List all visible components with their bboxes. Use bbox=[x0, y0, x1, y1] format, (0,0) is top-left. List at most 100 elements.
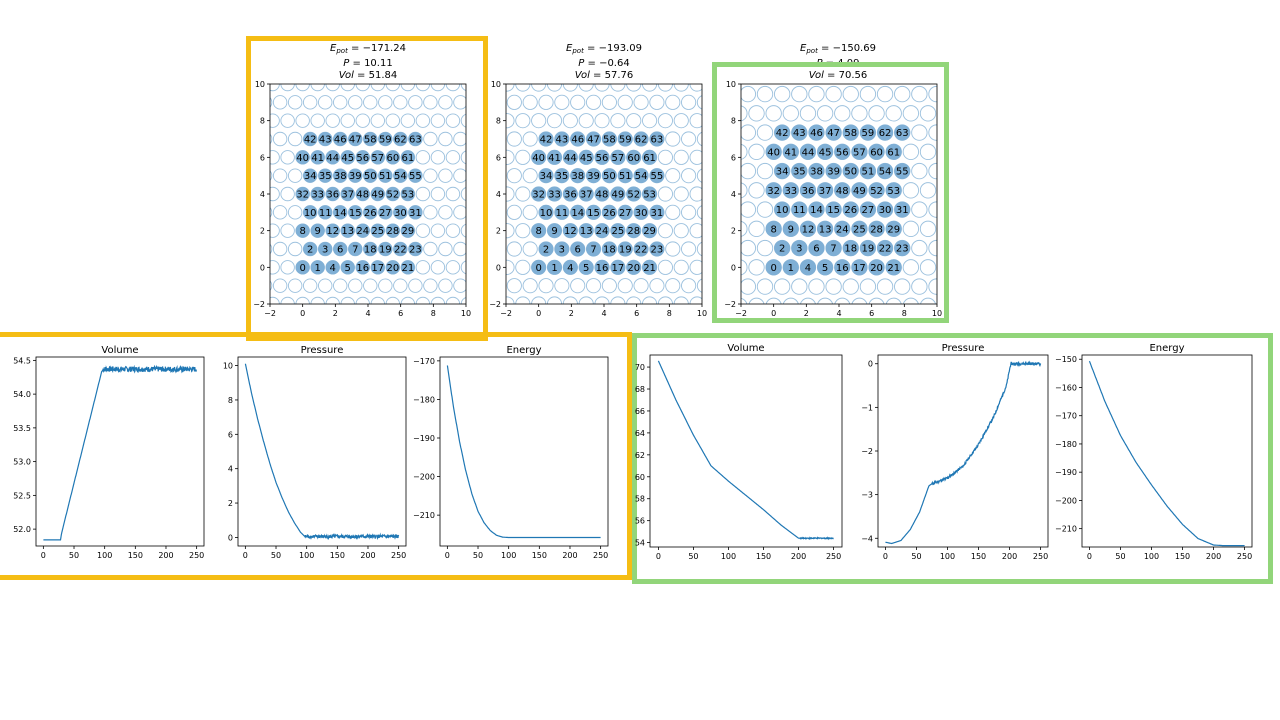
periodic-image-circle bbox=[877, 9, 892, 24]
particle bbox=[825, 163, 842, 180]
periodic-image-circle bbox=[928, 201, 937, 218]
y-tick-label: 4 bbox=[731, 190, 736, 199]
periodic-image-circle bbox=[371, 4, 385, 18]
periodic-image-circle bbox=[852, 0, 867, 6]
periodic-image-circle bbox=[665, 131, 681, 147]
periodic-image-circle bbox=[665, 94, 681, 110]
periodic-image-circle bbox=[761, 22, 775, 36]
particle bbox=[378, 241, 393, 257]
periodic-image-circle bbox=[1049, 317, 1064, 332]
periodic-image-circle bbox=[1040, 29, 1055, 44]
periodic-image-circle bbox=[272, 131, 288, 147]
periodic-image-circle bbox=[506, 94, 522, 110]
y-tick-label: 4 bbox=[260, 190, 265, 199]
periodic-image-circle bbox=[972, 183, 987, 198]
periodic-image-circle bbox=[1015, 317, 1030, 332]
x-tick-label: 0 bbox=[1087, 552, 1092, 561]
periodic-image-circle bbox=[706, 48, 721, 63]
periodic-image-circle bbox=[408, 95, 423, 110]
periodic-image-circle bbox=[989, 183, 1004, 198]
periodic-image-circle bbox=[919, 220, 937, 238]
x-tick-label: 50 bbox=[271, 551, 281, 560]
particle bbox=[633, 241, 649, 257]
x-tick-label: 50 bbox=[688, 552, 698, 561]
periodic-image-circle bbox=[955, 183, 970, 198]
particle bbox=[877, 240, 894, 257]
periodic-image-circle bbox=[266, 4, 280, 18]
particle-label: 24 bbox=[596, 226, 609, 237]
particle bbox=[547, 186, 562, 202]
series-line bbox=[885, 360, 1042, 545]
periodic-image-circle bbox=[749, 0, 764, 6]
periodic-image-circle bbox=[270, 243, 273, 255]
periodic-image-circle bbox=[348, 22, 362, 36]
periodic-image-circle bbox=[657, 223, 673, 239]
periodic-image-circle bbox=[997, 240, 1012, 255]
periodic-image-circle bbox=[571, 22, 585, 36]
periodic-image-circle bbox=[673, 113, 689, 129]
particle bbox=[363, 205, 378, 220]
particle-label: 16 bbox=[596, 263, 609, 274]
periodic-image-circle bbox=[997, 279, 1012, 294]
plot-frame bbox=[877, 354, 1049, 548]
periodic-image-circle bbox=[980, 279, 995, 294]
periodic-image-circle bbox=[1006, 183, 1021, 198]
particle-label: 39 bbox=[827, 167, 840, 178]
particle bbox=[355, 150, 370, 165]
x-tick-label: 0 bbox=[771, 309, 776, 318]
periodic-image-circle bbox=[980, 9, 995, 24]
particle bbox=[318, 131, 333, 147]
periodic-image-circle bbox=[522, 94, 538, 110]
periodic-image-circle bbox=[439, 22, 453, 36]
periodic-image-circle bbox=[423, 278, 438, 293]
periodic-image-circle bbox=[303, 22, 317, 36]
particle-label: 40 bbox=[532, 153, 545, 164]
periodic-image-circle bbox=[723, 48, 738, 63]
periodic-image-circle bbox=[641, 113, 658, 129]
particle-label: 50 bbox=[364, 171, 377, 182]
periodic-image-circle bbox=[674, 4, 688, 18]
periodic-image-circle bbox=[280, 260, 295, 275]
periodic-image-circle bbox=[955, 260, 970, 275]
particle bbox=[808, 163, 825, 180]
particle-label: 59 bbox=[379, 135, 392, 146]
periodic-image-circle bbox=[273, 22, 287, 36]
periodic-image-circle bbox=[515, 259, 531, 275]
particle-label: 51 bbox=[862, 167, 875, 178]
particle bbox=[782, 259, 799, 276]
y-tick-label: −2 bbox=[489, 300, 501, 309]
particle bbox=[562, 186, 578, 202]
periodic-image-circle bbox=[393, 95, 408, 110]
periodic-image-circle bbox=[460, 260, 466, 275]
particle bbox=[842, 240, 859, 257]
periodic-image-circle bbox=[364, 22, 378, 36]
periodic-image-circle bbox=[972, 144, 987, 159]
particle-label: 60 bbox=[386, 153, 399, 164]
plot-title: Energy bbox=[1149, 343, 1184, 354]
periodic-image-circle bbox=[774, 9, 789, 24]
y-tick-label: 10 bbox=[255, 80, 265, 89]
particle-label: 22 bbox=[879, 244, 892, 255]
periodic-image-circle bbox=[281, 4, 295, 18]
particle bbox=[594, 149, 610, 165]
particle-label: 0 bbox=[299, 263, 305, 274]
periodic-image-circle bbox=[773, 278, 791, 295]
y-tick-label: 66 bbox=[635, 407, 645, 416]
periodic-image-circle bbox=[799, 105, 817, 122]
particle bbox=[633, 131, 649, 147]
periodic-image-circle bbox=[601, 278, 617, 294]
periodic-image-circle bbox=[438, 131, 453, 147]
periodic-image-circle bbox=[980, 86, 995, 101]
particle-label: 19 bbox=[619, 245, 632, 256]
particle bbox=[642, 259, 657, 275]
particle-label: 21 bbox=[643, 263, 656, 274]
periodic-image-circle bbox=[826, 9, 841, 24]
particle-label: 56 bbox=[356, 153, 369, 164]
particle bbox=[774, 124, 791, 141]
particle-label: 18 bbox=[844, 244, 857, 255]
y-tick-label: 8 bbox=[496, 117, 501, 126]
particle-label: 25 bbox=[612, 226, 625, 237]
periodic-image-circle bbox=[989, 260, 1004, 275]
particle-label: 15 bbox=[349, 208, 362, 219]
periodic-image-circle bbox=[1032, 86, 1047, 101]
